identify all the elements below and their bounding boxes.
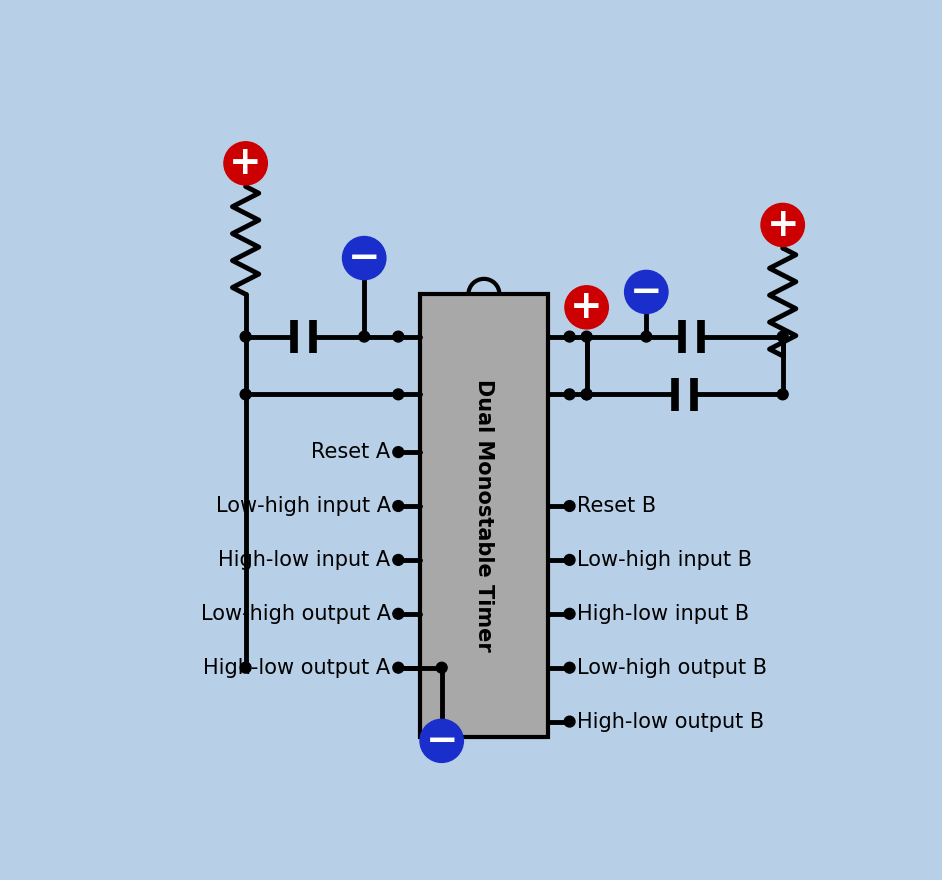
Text: +: + [767,206,799,244]
Circle shape [420,719,463,762]
Circle shape [625,270,668,313]
Circle shape [777,389,788,400]
Text: Low-high output A: Low-high output A [201,604,391,624]
Circle shape [564,663,575,673]
Circle shape [761,203,804,246]
Text: High-low output B: High-low output B [577,712,765,731]
Circle shape [564,608,575,620]
Circle shape [224,142,268,185]
Circle shape [393,389,404,400]
Circle shape [240,663,252,673]
Circle shape [393,608,404,620]
Circle shape [641,331,652,342]
Circle shape [240,389,252,400]
Text: Low-high input A: Low-high input A [216,496,391,516]
Circle shape [564,501,575,511]
Circle shape [564,331,575,342]
Text: −: − [630,273,662,311]
Circle shape [393,331,404,342]
Circle shape [581,331,593,342]
Circle shape [393,501,404,511]
Circle shape [359,331,369,342]
Text: Dual Monostable Timer: Dual Monostable Timer [474,379,494,652]
Circle shape [343,237,386,280]
Text: Reset B: Reset B [577,496,657,516]
Circle shape [564,716,575,727]
Circle shape [565,286,609,329]
Text: +: + [570,289,603,326]
Text: −: − [426,722,458,759]
Circle shape [393,663,404,673]
Circle shape [240,331,252,342]
Circle shape [393,447,404,458]
Text: Reset A: Reset A [312,442,391,462]
Text: +: + [229,144,262,182]
Text: Low-high input B: Low-high input B [577,550,753,570]
Circle shape [564,554,575,565]
Text: High-low input B: High-low input B [577,604,750,624]
Circle shape [393,554,404,565]
Text: −: − [348,239,381,277]
Circle shape [564,389,575,400]
Bar [420,294,548,737]
Text: High-low output A: High-low output A [203,657,391,678]
Text: Low-high output B: Low-high output B [577,657,768,678]
Circle shape [436,663,447,673]
Text: High-low input A: High-low input A [219,550,391,570]
Circle shape [777,331,788,342]
Circle shape [581,389,593,400]
Circle shape [581,389,593,400]
